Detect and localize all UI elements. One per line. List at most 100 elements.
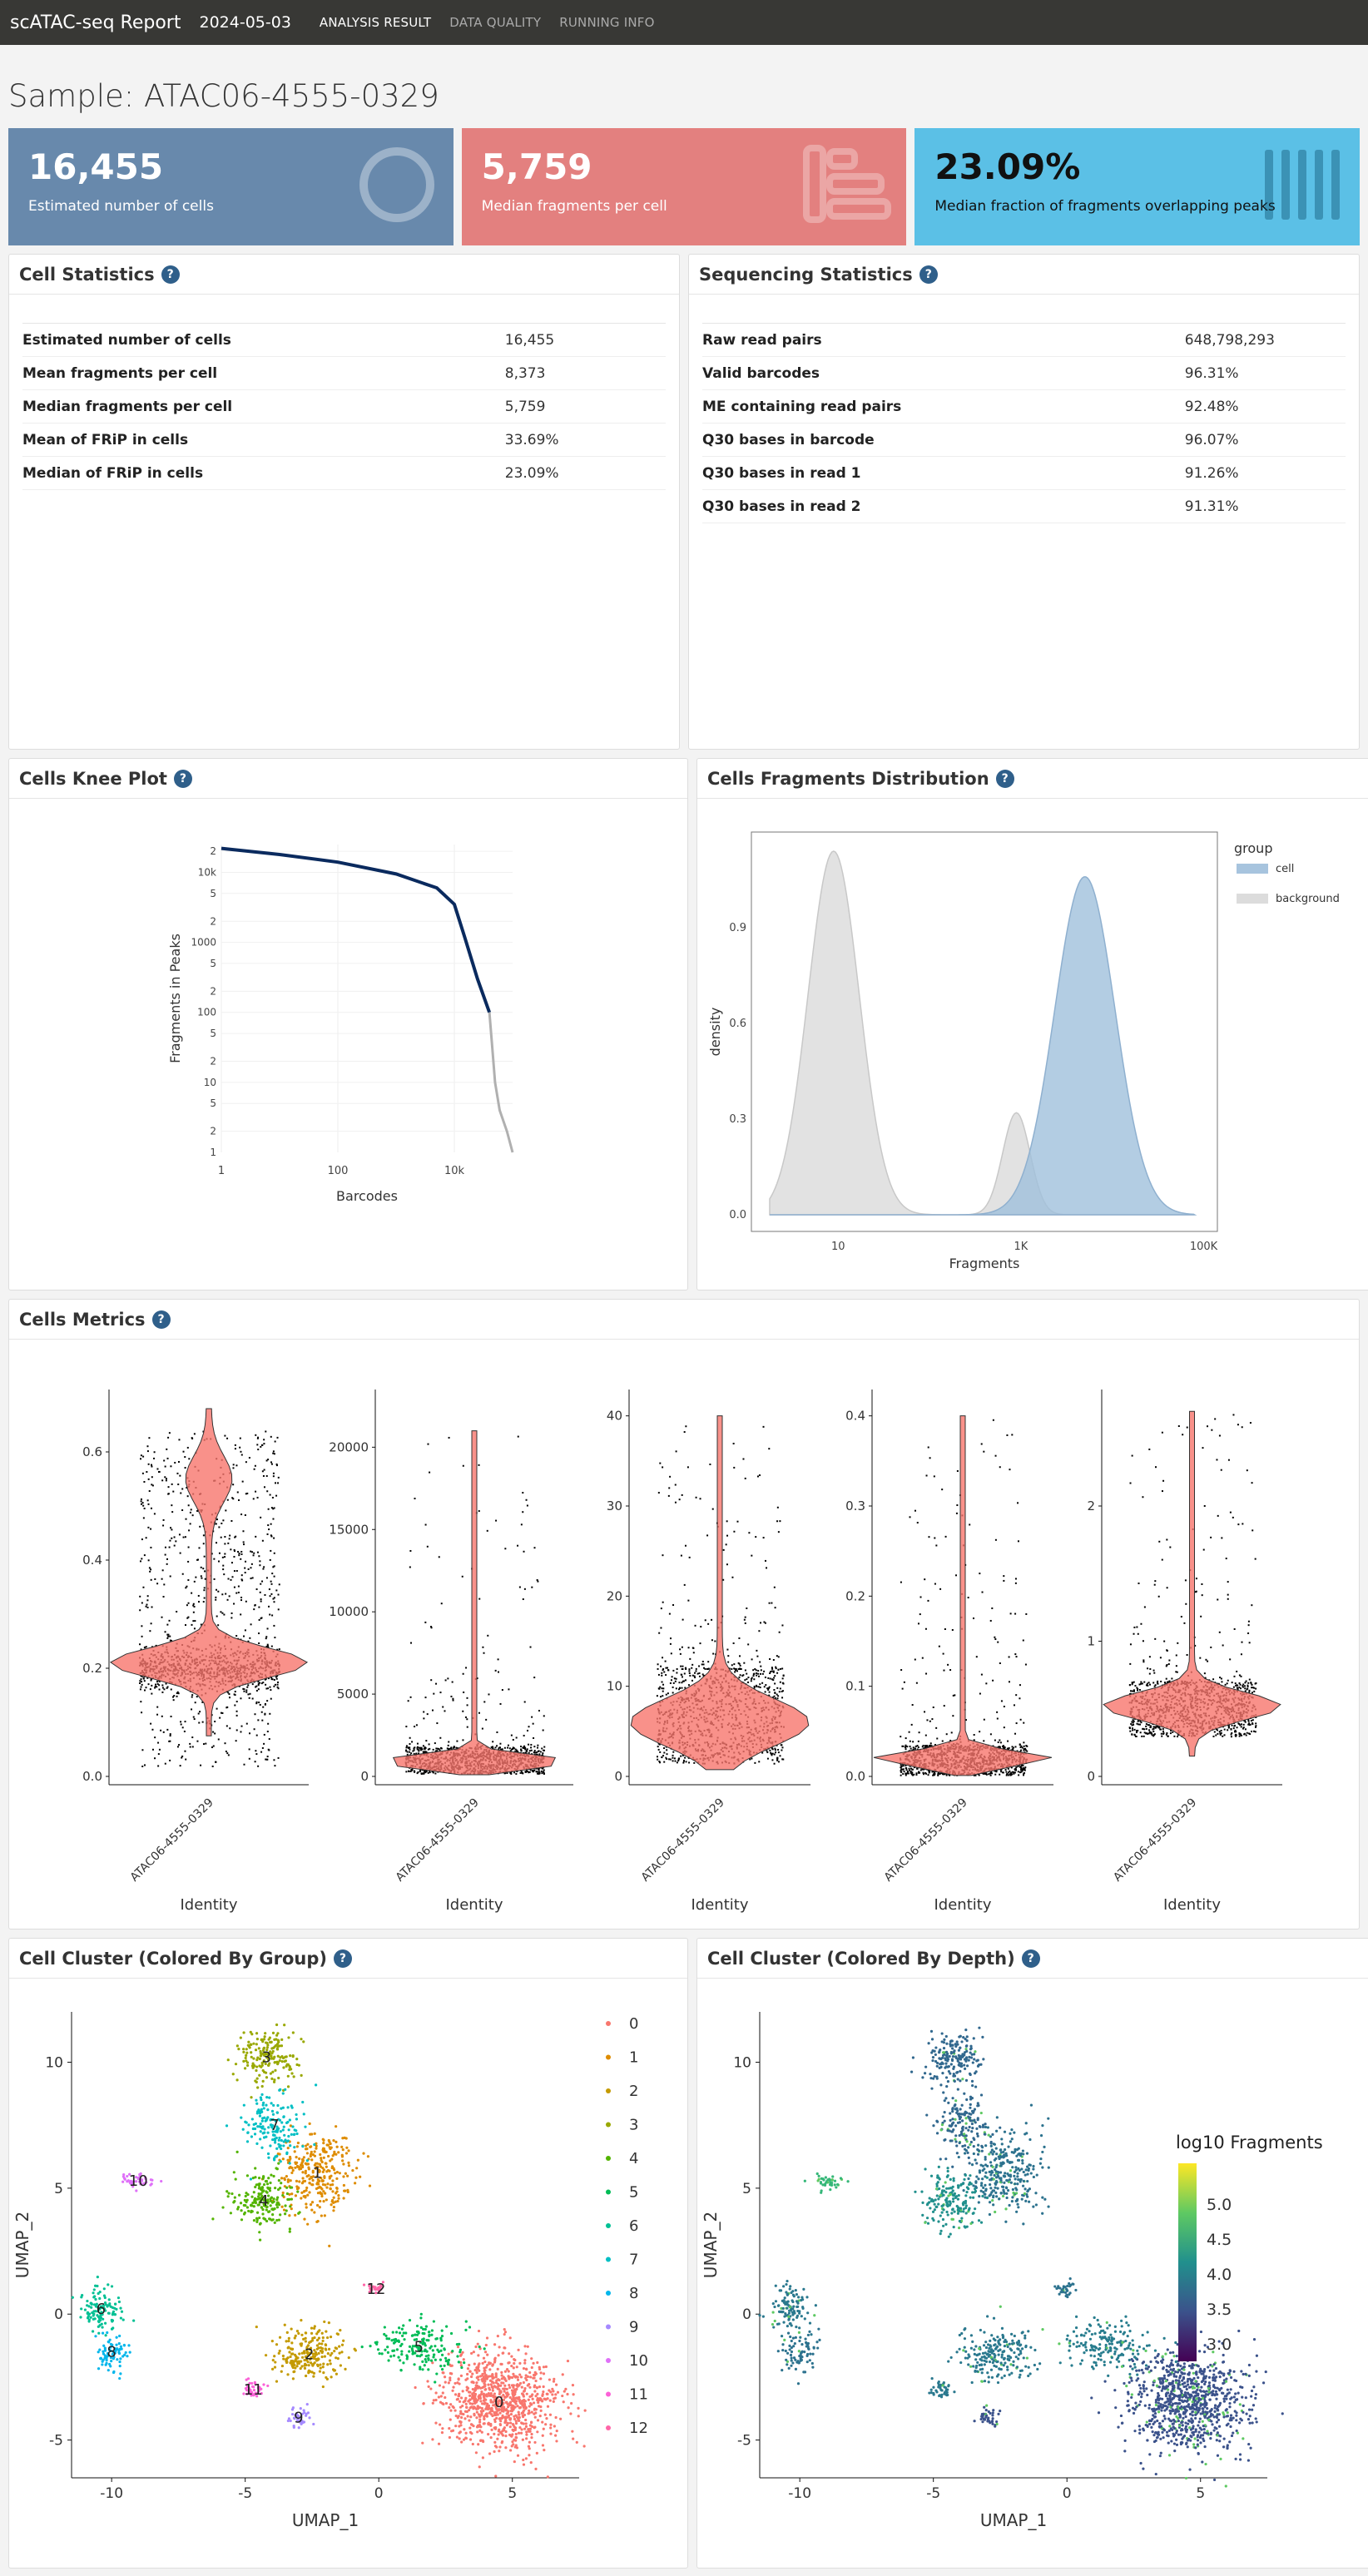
depth-points [914,2165,989,2238]
legend-dot [606,2156,611,2161]
y-tick-label: 0.6 [82,1444,102,1459]
category-label: ATAC06-4555-0329 [128,1796,216,1885]
fragments-distribution-panel: Cells Fragments Distribution? 0.0 0.3 0.6 0… [696,758,1368,1290]
legend-label: 9 [629,2319,638,2336]
legend-dot [606,2291,611,2296]
depth-points [803,2172,850,2194]
nav-analysis-result[interactable]: ANALYSIS RESULT [319,15,432,30]
y-tick-label: 10 [204,1077,216,1088]
legend-label: 1 [629,2049,638,2067]
legend-label: background [1276,893,1340,905]
legend-label: 0 [629,2015,638,2033]
y-tick-label: 10 [45,2055,63,2072]
violin-shape [392,1430,557,1776]
y-tick-label: 2 [210,845,216,857]
cell-statistics-panel: Cell Statistics? Estimated number of cel… [8,254,680,750]
cells-metrics-chart: 0.0 0.2 0.4 0.6 ATAC06-4555-0329 Identity 0 500… [82,1390,1282,1914]
legend-dot [606,2324,611,2330]
help-icon[interactable]: ? [151,1310,171,1329]
x-axis-label: Identity [181,1896,238,1914]
stat-value: 8,373 [504,356,666,390]
x-axis-label: UMAP_1 [292,2510,359,2530]
colorbar-tick-label: 4.5 [1207,2231,1232,2249]
y-tick-label: 0.2 [845,1588,865,1603]
y-axis-label: Fragments in Peaks [167,934,183,1063]
y-tick-label: 0.9 [729,922,746,934]
panel-header: Cells Knee Plot? [9,759,687,799]
x-tick-label: -5 [238,2485,252,2502]
help-icon[interactable]: ? [919,265,938,284]
stat-row: Mean of FRiP in cells 33.69% [22,423,666,457]
help-icon[interactable]: ? [1021,1949,1040,1968]
legend-dot [606,2425,611,2430]
stat-name: Q30 bases in read 1 [702,456,1185,490]
x-tick-label: 0 [1063,2485,1072,2502]
y-tick-label: 20000 [329,1439,369,1454]
sample-title: Sample: ATAC06-4555-0329 [8,78,439,114]
y-tick-label: 0.4 [845,1409,865,1424]
violin-shape [630,1415,810,1771]
help-icon[interactable]: ? [161,265,180,284]
stat-row: Q30 bases in barcode 96.07% [702,423,1346,457]
kpi-label: Estimated number of cells [28,198,214,215]
stat-name: Median of FRiP in cells [22,456,505,490]
nav-data-quality[interactable]: DATA QUALITY [449,15,542,30]
kpi-value: 5,759 [481,146,592,187]
cluster-label: 9 [294,2409,303,2426]
y-tick-label: 5 [54,2181,63,2197]
y-tick-label: 1000 [191,937,216,949]
kpi-value: 16,455 [28,146,164,187]
stat-value: 5,759 [504,389,666,424]
help-icon[interactable]: ? [173,769,192,788]
brand[interactable]: scATAC-seq Report [10,12,181,33]
legend-swatch [1237,864,1268,874]
y-tick-label: 0.4 [82,1553,102,1568]
depth-points [1053,2277,1078,2299]
cells-metrics-panel: Cells Metrics? 0.0 0.2 0.4 0.6 ATAC06-4555-0… [8,1299,1360,1930]
x-tick-label: 10 [831,1241,845,1253]
stat-name: ME containing read pairs [702,389,1185,424]
y-tick-label: 10 [607,1679,622,1694]
x-tick-label: 1 [218,1165,225,1177]
panel-header: Sequencing Statistics? [689,255,1359,295]
legend-dot [606,2021,611,2026]
y-tick-label: 20 [607,1588,622,1603]
legend-dot [606,2358,611,2363]
sequencing-statistics-panel: Sequencing Statistics? Raw read pairs 648… [688,254,1360,750]
colorbar-tick-label: 4.0 [1207,2266,1232,2284]
panel-title: Sequencing Statistics [699,264,913,285]
legend-label: 5 [629,2184,638,2202]
x-tick-label: 100 [328,1165,349,1177]
help-icon[interactable]: ? [995,769,1014,788]
depth-points [758,2279,817,2339]
panel-header: Cells Metrics? [9,1300,1359,1340]
cluster-label: 1 [313,2165,322,2182]
y-tick-label: 0.1 [845,1679,865,1694]
nav-running-info[interactable]: RUNNING INFO [559,15,655,30]
cluster-5-points [360,2312,486,2384]
y-tick-label: 2 [1087,1499,1095,1513]
category-label: ATAC06-4555-0329 [1111,1796,1199,1885]
stat-name: Q30 bases in read 2 [702,489,1185,523]
stat-row: Q30 bases in read 1 91.26% [702,456,1346,490]
cluster-label: 3 [262,2048,271,2066]
legend-dot [606,2088,611,2093]
knee-plot-panel: Cells Knee Plot? 2 5 10 2 5 100 2 5 1000 2 5 10k 2 1 1… [8,758,688,1290]
stat-value: 96.31% [1184,356,1346,390]
y-tick-label: 2 [210,985,216,997]
kpi-estimated-cells: 16,455 Estimated number of cells [8,128,454,245]
stat-name: Mean fragments per cell [22,356,505,390]
y-tick-label: 5000 [337,1687,369,1702]
depth-points [973,2404,1002,2428]
x-tick-label: 0 [374,2485,384,2502]
panel-title: Cell Statistics [19,264,155,285]
y-tick-label: 0.2 [82,1661,102,1676]
depth-points [910,2026,985,2094]
colorbar-tick-label: 5.0 [1207,2196,1232,2214]
cluster-label: 6 [97,2301,106,2318]
stat-value: 23.09% [504,456,666,490]
help-icon[interactable]: ? [333,1949,352,1968]
x-axis-label: Identity [934,1896,992,1914]
donut-icon [359,147,434,222]
cluster-label: 5 [414,2339,424,2356]
